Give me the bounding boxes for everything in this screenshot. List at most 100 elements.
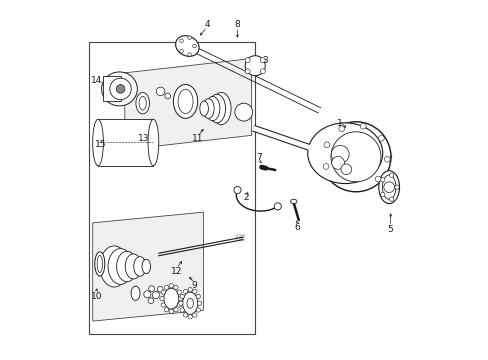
Circle shape	[192, 313, 197, 317]
Text: 7: 7	[255, 153, 261, 162]
Circle shape	[244, 58, 250, 63]
Text: 6: 6	[294, 222, 300, 231]
Ellipse shape	[211, 93, 231, 125]
Circle shape	[244, 56, 264, 76]
Ellipse shape	[136, 93, 149, 114]
Circle shape	[340, 164, 351, 175]
Circle shape	[331, 145, 348, 163]
Text: 15: 15	[95, 140, 106, 149]
Circle shape	[233, 186, 241, 194]
Polygon shape	[124, 59, 251, 150]
Circle shape	[338, 126, 344, 132]
Circle shape	[383, 182, 394, 193]
Circle shape	[388, 173, 393, 177]
Circle shape	[196, 294, 200, 298]
Circle shape	[234, 103, 252, 121]
Ellipse shape	[102, 72, 137, 106]
Ellipse shape	[208, 94, 225, 123]
Circle shape	[148, 286, 154, 292]
Circle shape	[197, 301, 201, 305]
Text: 13: 13	[138, 134, 149, 143]
Bar	[103, 76, 121, 102]
Circle shape	[188, 315, 192, 319]
Circle shape	[180, 50, 183, 53]
Text: 5: 5	[386, 225, 392, 234]
Circle shape	[324, 142, 329, 148]
Ellipse shape	[116, 251, 137, 282]
Circle shape	[384, 156, 389, 162]
Ellipse shape	[290, 199, 296, 203]
Ellipse shape	[131, 286, 140, 300]
Ellipse shape	[134, 257, 145, 276]
Ellipse shape	[148, 119, 159, 166]
Circle shape	[169, 309, 173, 314]
Ellipse shape	[382, 175, 395, 199]
Circle shape	[394, 185, 398, 189]
Circle shape	[180, 308, 184, 312]
Circle shape	[173, 307, 178, 312]
Circle shape	[188, 288, 192, 292]
Ellipse shape	[100, 246, 128, 287]
Circle shape	[157, 287, 163, 292]
Circle shape	[177, 290, 181, 294]
Text: 1: 1	[336, 119, 342, 128]
Ellipse shape	[186, 298, 193, 308]
Circle shape	[152, 292, 159, 298]
Ellipse shape	[205, 96, 220, 121]
Circle shape	[178, 296, 183, 301]
Circle shape	[179, 301, 183, 305]
Text: 2: 2	[243, 193, 248, 202]
Circle shape	[388, 197, 393, 201]
Text: 12: 12	[171, 267, 182, 276]
Bar	[98, 119, 153, 166]
Circle shape	[260, 58, 265, 63]
Ellipse shape	[125, 254, 142, 279]
Circle shape	[196, 308, 200, 312]
Circle shape	[116, 85, 124, 93]
Circle shape	[180, 39, 183, 42]
Ellipse shape	[95, 252, 104, 276]
Circle shape	[173, 285, 178, 289]
Circle shape	[164, 93, 170, 99]
Polygon shape	[93, 212, 203, 321]
Circle shape	[180, 294, 184, 298]
Circle shape	[323, 164, 328, 169]
Circle shape	[378, 135, 384, 141]
Circle shape	[360, 123, 366, 129]
Circle shape	[143, 291, 151, 298]
Circle shape	[330, 132, 380, 182]
Circle shape	[244, 69, 250, 74]
Circle shape	[331, 157, 344, 169]
Ellipse shape	[183, 292, 197, 314]
Ellipse shape	[178, 89, 193, 113]
Text: 9: 9	[191, 281, 197, 290]
Ellipse shape	[97, 255, 102, 273]
Circle shape	[320, 122, 390, 192]
Ellipse shape	[246, 59, 263, 72]
Circle shape	[161, 303, 165, 307]
Ellipse shape	[142, 259, 150, 274]
Ellipse shape	[200, 101, 208, 116]
Ellipse shape	[175, 36, 199, 57]
Circle shape	[160, 296, 164, 301]
Text: 4: 4	[204, 20, 209, 29]
Circle shape	[375, 176, 380, 182]
Circle shape	[260, 69, 265, 74]
Bar	[89, 42, 255, 334]
Ellipse shape	[378, 171, 399, 203]
Text: 10: 10	[90, 292, 102, 301]
Ellipse shape	[307, 123, 382, 184]
Circle shape	[148, 298, 153, 303]
Circle shape	[169, 284, 173, 288]
Circle shape	[161, 290, 165, 294]
Text: 14: 14	[90, 76, 102, 85]
Circle shape	[187, 36, 191, 39]
Circle shape	[164, 285, 168, 289]
Ellipse shape	[108, 249, 133, 284]
Ellipse shape	[163, 288, 179, 309]
Circle shape	[177, 303, 181, 307]
Circle shape	[110, 78, 131, 100]
Text: 8: 8	[234, 20, 240, 29]
Circle shape	[192, 44, 196, 48]
Circle shape	[274, 203, 281, 210]
